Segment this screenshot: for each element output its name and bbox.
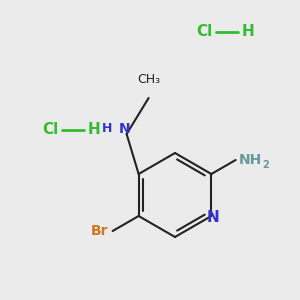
Text: NH: NH (238, 153, 262, 167)
Text: CH₃: CH₃ (137, 73, 160, 86)
Text: H: H (88, 122, 101, 137)
Text: 2: 2 (262, 160, 269, 170)
Text: Br: Br (91, 224, 109, 238)
Text: H: H (242, 25, 255, 40)
Text: N: N (119, 122, 130, 136)
Text: N: N (207, 209, 220, 224)
Text: Cl: Cl (42, 122, 58, 137)
Text: Cl: Cl (196, 25, 212, 40)
Text: H: H (102, 122, 112, 136)
